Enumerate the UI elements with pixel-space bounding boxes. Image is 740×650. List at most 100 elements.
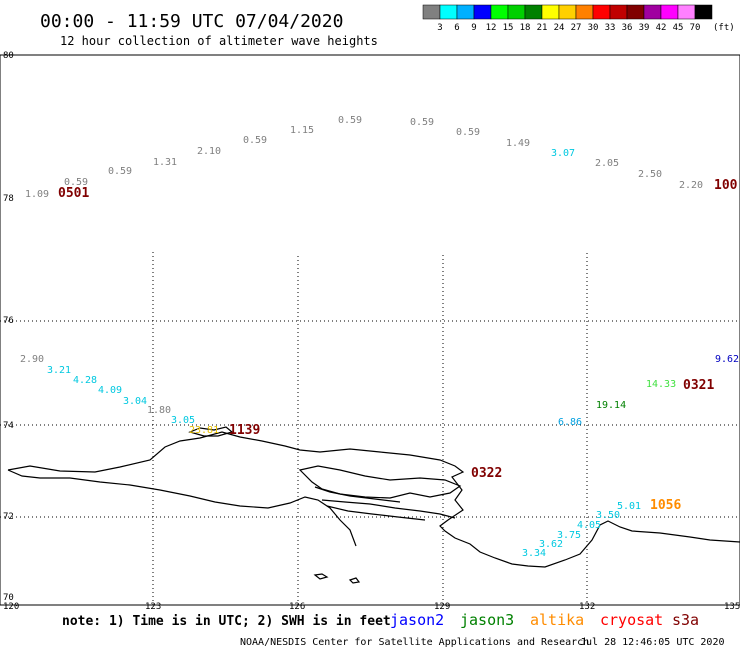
delta-channel	[314, 486, 401, 503]
legend-swatch	[541, 4, 560, 20]
main-coast	[7, 431, 740, 568]
wave-height-label: 4.09	[98, 385, 122, 396]
southwest-coast	[7, 469, 357, 547]
wave-height-label: 3.50	[596, 510, 620, 521]
legend-unit: (ft)	[713, 23, 735, 33]
wave-height-label: 4.28	[73, 375, 97, 386]
wave-height-label: 2.10	[197, 146, 221, 157]
wave-height-label: 3.75	[557, 530, 581, 541]
map-subtitle: 12 hour collection of altimeter wave hei…	[60, 34, 378, 48]
lon-label: 123	[145, 602, 161, 612]
legend-swatch	[473, 4, 492, 20]
pass-time-label: 0322	[471, 466, 502, 481]
color-legend: 3 6 9 12 15 18 21 24 27 30 33 36 39 42 45 70	[422, 4, 713, 33]
legend-bin-label: 33	[605, 23, 616, 33]
wave-height-label: 1.09	[25, 189, 49, 200]
legend-bin-label: 27	[571, 23, 582, 33]
delta-channel	[326, 505, 426, 521]
legend-swatch	[660, 4, 679, 20]
map-title: 00:00 - 11:59 UTC 07/04/2020	[40, 11, 343, 32]
lon-label: 135	[724, 602, 740, 612]
satellite-name: jason2	[390, 611, 444, 629]
pass-time-labels: 0501 100 1139 0322 0321 1056	[58, 178, 738, 513]
legend-swatch	[490, 4, 509, 20]
footer-timestamp: Jul 28 12:46:05 UTC 2020	[580, 637, 725, 648]
wave-height-label: 0.59	[456, 127, 480, 138]
lat-label: 76	[3, 316, 14, 326]
wave-height-label: 4.05	[577, 520, 601, 531]
lat-label: 70	[3, 593, 14, 603]
wave-height-label: 3.05	[171, 415, 195, 426]
wave-height-label: 9.62	[715, 354, 739, 365]
legend-swatch	[558, 4, 577, 20]
wave-height-label: 3.34	[522, 548, 546, 559]
legend-bin-label: 42	[656, 23, 667, 33]
wave-height-label: 2.20	[679, 180, 703, 191]
legend-swatch	[507, 4, 526, 20]
lon-label: 132	[579, 602, 595, 612]
legend-swatch	[575, 4, 594, 20]
wave-height-label: 0.59	[64, 177, 88, 188]
delta-channel	[321, 499, 456, 519]
legend-swatch	[643, 4, 662, 20]
wave-height-label: 19.14	[596, 400, 626, 411]
legend-bin-label: 24	[554, 23, 565, 33]
satellite-name: cryosat	[600, 611, 663, 629]
wave-height-label: 1.15	[290, 125, 314, 136]
wave-height-label: 2.05	[595, 158, 619, 169]
small-lake	[348, 577, 361, 584]
wave-height-label: 1.80	[147, 405, 171, 416]
satellite-legend: jason2 jason3 altika cryosat s3a	[390, 611, 699, 629]
coastline	[7, 426, 740, 584]
legend-swatch	[422, 4, 441, 20]
legend-swatch	[592, 4, 611, 20]
footer-note: note: 1) Time is in UTC; 2) SWH is in fe…	[62, 614, 391, 629]
delta-island	[298, 465, 462, 499]
legend-swatch	[626, 4, 645, 20]
wave-height-label: 6.86	[558, 417, 582, 428]
wave-height-label: 1.49	[506, 138, 530, 149]
legend-bin-label: 45	[673, 23, 684, 33]
wave-height-label: 3.04	[123, 396, 147, 407]
graticule	[0, 252, 740, 605]
legend-swatch	[677, 4, 696, 20]
pass-time-label: 0321	[683, 378, 714, 393]
legend-swatch	[694, 4, 713, 20]
lat-label: 78	[3, 194, 14, 204]
legend-swatch	[456, 4, 475, 20]
wave-height-label: 0.59	[338, 115, 362, 126]
pass-time-label: 0501	[58, 186, 89, 201]
legend-bin-label: 12	[486, 23, 497, 33]
legend-swatch	[609, 4, 628, 20]
footer-credit: NOAA/NESDIS Center for Satellite Applica…	[240, 637, 589, 648]
pass-time-label: 1139	[229, 423, 260, 438]
legend-bin-label: 30	[588, 23, 599, 33]
legend-swatch	[439, 4, 458, 20]
legend-bin-label: 6	[454, 23, 459, 33]
wave-height-labels: 1.09 0.59 0.59 1.31 2.10 0.59 1.15 0.59 …	[20, 115, 739, 559]
legend-bin-label: 21	[537, 23, 548, 33]
pass-time-label: 100	[714, 178, 738, 193]
wave-height-label: 2.90	[20, 354, 44, 365]
wave-height-label: 0.59	[108, 166, 132, 177]
lon-labels: 120 123 126 129 132 135	[3, 602, 740, 612]
legend-bin-label: 18	[520, 23, 531, 33]
small-lake	[313, 573, 329, 580]
map-frame	[0, 54, 740, 606]
lon-label: 126	[289, 602, 305, 612]
wave-height-label: 14.33	[646, 379, 676, 390]
legend-bin-label: 9	[471, 23, 476, 33]
wave-height-label: 5.01	[617, 501, 641, 512]
lat-label: 80	[3, 51, 14, 61]
wave-height-label: 0.59	[410, 117, 434, 128]
satellite-name: jason3	[460, 611, 514, 629]
wave-height-label: 3.62	[539, 539, 563, 550]
legend-bin-label: 3	[437, 23, 442, 33]
wave-height-label: 23.81	[189, 425, 219, 436]
legend-bin-label: 36	[622, 23, 633, 33]
legend-swatch	[524, 4, 543, 20]
wave-height-label: 1.31	[153, 157, 177, 168]
pass-time-label: 1056	[650, 498, 681, 513]
wave-height-label: 3.07	[551, 148, 575, 159]
